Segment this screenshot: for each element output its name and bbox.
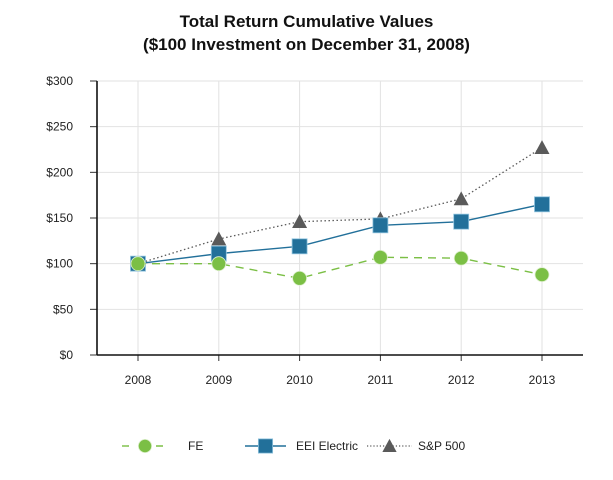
data-point-eei-electric [372,217,389,234]
chart-subtitle: ($100 Investment on December 31, 2008) [143,35,470,54]
x-tick-label: 2010 [286,373,313,387]
legend-label: S&P 500 [418,439,465,453]
legend-marker [137,438,153,454]
x-tick-label: 2008 [125,373,152,387]
data-point-fe [372,249,388,265]
data-point-s-p-500 [453,191,469,206]
y-tick-label: $50 [53,302,73,316]
data-point-fe [453,250,469,266]
y-tick-label: $300 [46,74,73,88]
data-point-fe [534,267,550,283]
data-point-fe [292,270,308,286]
x-tick-label: 2009 [205,373,232,387]
legend-label: FE [188,439,203,453]
series-line-eei-electric [137,203,543,265]
data-point-s-p-500 [534,140,550,155]
legend-marker [382,438,397,453]
data-point-eei-electric [534,196,550,213]
data-point-eei-electric [291,238,308,255]
data-point-fe [211,256,227,272]
legend-item-fe: FE [122,439,203,453]
data-point-eei-electric [453,213,470,230]
data-point-fe [130,256,146,272]
y-tick-label: $250 [46,120,73,134]
y-tick-label: $150 [46,211,73,225]
data-point-s-p-500 [211,231,227,246]
y-tick-label: $100 [46,257,73,271]
x-tick-label: 2012 [448,373,475,387]
legend-marker [257,438,274,454]
chart-title: Total Return Cumulative Values [179,12,434,31]
series-line-s-p-500 [137,147,543,265]
x-tick-label: 2013 [529,373,556,387]
legend-item-s-p-500: S&P 500 [367,439,465,453]
series-line-fe [138,256,543,279]
legend-label: EEI Electric [296,439,358,453]
y-tick-label: $0 [60,348,74,362]
x-tick-label: 2011 [367,373,393,387]
y-tick-label: $200 [46,165,73,179]
data-point-s-p-500 [292,214,308,229]
